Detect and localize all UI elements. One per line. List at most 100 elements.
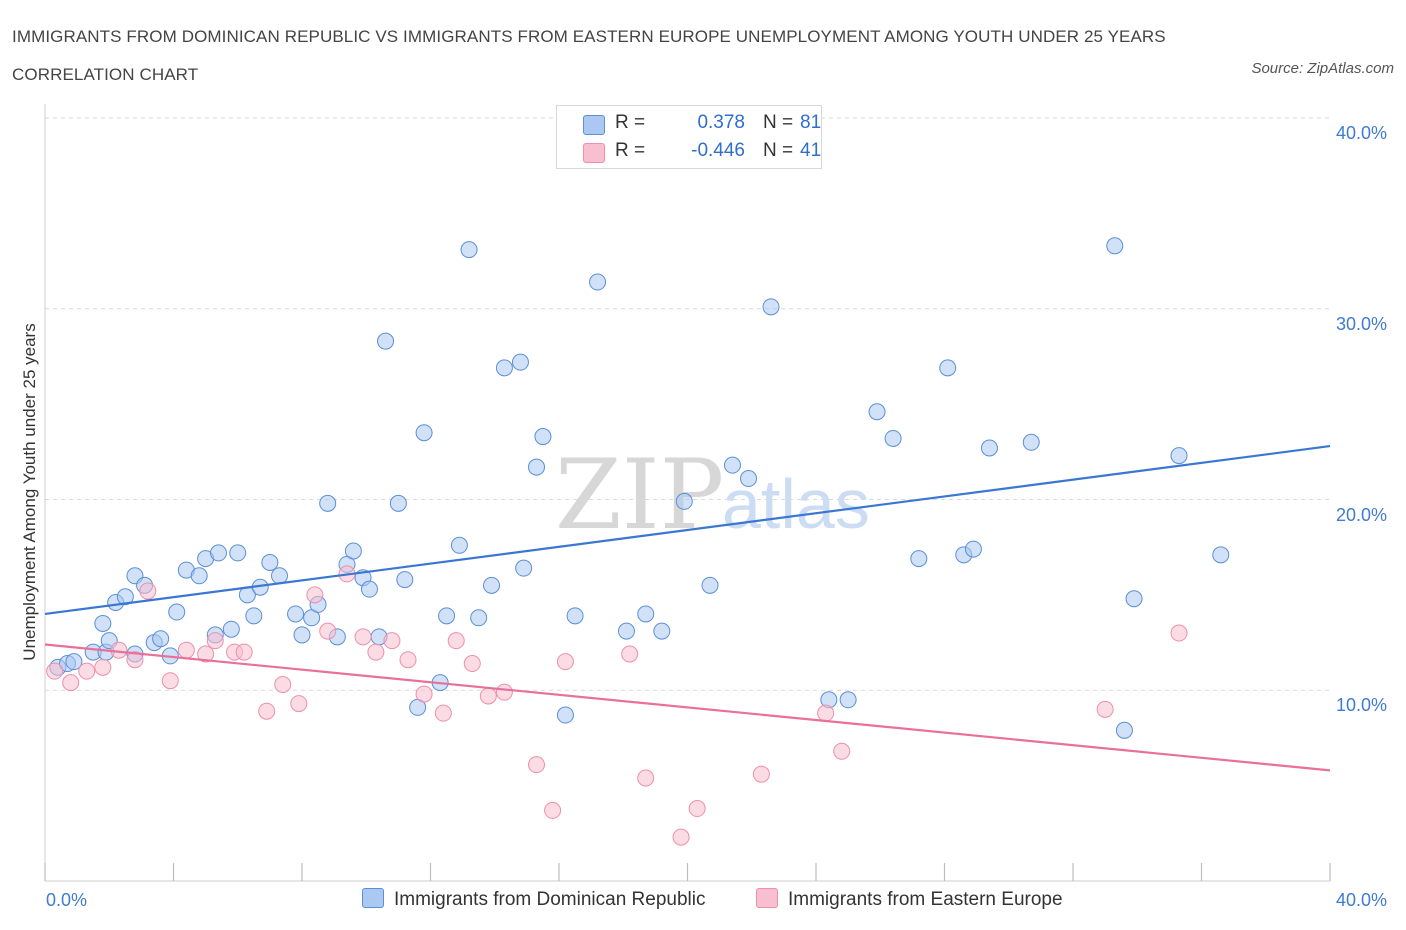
legend-n-value: 41 [800,140,822,161]
data-point-dominican [534,428,552,446]
data-point-eastern-europe [672,828,690,846]
y-tick-label: 20.0% [1336,505,1388,525]
data-point-eastern-europe [817,704,835,722]
data-point-eastern-europe [126,651,144,669]
data-point-eastern-europe [62,674,80,692]
source-label: Source: ZipAtlas.com [1251,60,1394,77]
data-point-eastern-europe [94,658,112,676]
data-point-dominican [287,605,305,623]
trend-line-dominican [44,444,1331,616]
data-point-dominican [168,603,186,621]
data-point-dominican [980,439,998,457]
data-point-dominican [229,544,247,562]
data-point-eastern-europe [235,643,253,661]
data-point-dominican [1125,590,1143,608]
data-point-dominican [1022,433,1040,451]
data-point-dominican [360,580,378,598]
data-point-eastern-europe [495,683,513,701]
data-point-eastern-europe [447,632,465,650]
legend-n-label: N = [763,140,794,161]
y-axis-label: Unemployment Among Youth under 25 years [20,323,39,661]
data-point-eastern-europe [621,645,639,663]
data-point-eastern-europe [544,801,562,819]
data-point-dominican [839,691,857,709]
data-point-dominican [740,470,758,488]
data-point-eastern-europe [688,800,706,818]
chart-title: IMMIGRANTS FROM DOMINICAN REPUBLIC VS IM… [12,27,1166,84]
data-point-dominican [319,494,337,512]
data-point-dominican [1106,237,1124,255]
data-point-dominican [910,550,928,568]
data-point-dominican [344,542,362,560]
data-point-dominican [389,494,407,512]
data-point-dominican [556,706,574,724]
data-point-eastern-europe [463,655,481,673]
legend-swatch-blue [583,115,605,135]
data-point-eastern-europe [78,662,96,680]
data-point-eastern-europe [354,628,372,646]
legend-n-value: 81 [800,112,822,133]
legend-n-label: N = [763,112,794,133]
y-tick-label: 40.0% [1336,123,1388,143]
data-point-eastern-europe [139,582,157,600]
data-point-dominican [515,559,533,577]
legend-item-dominican: Immigrants from Dominican Republic [362,888,706,911]
data-point-dominican [884,429,902,447]
data-point-eastern-europe [752,765,770,783]
data-point-eastern-europe [833,742,851,760]
data-point-eastern-europe [161,672,179,690]
data-point-dominican [939,359,957,377]
legend-r-value: 0.378 [697,112,745,133]
data-point-dominican [528,458,546,476]
data-point-dominican [65,653,83,671]
data-point-dominican [470,609,488,627]
data-point-dominican [460,241,478,259]
data-point-dominican [293,626,311,644]
data-point-eastern-europe [415,685,433,703]
data-point-eastern-europe [1170,624,1188,642]
data-point-dominican [1115,721,1133,739]
data-point-eastern-europe [274,676,292,694]
data-point-dominican [617,622,635,640]
data-point-dominican [483,576,501,594]
data-point-dominican [701,576,719,594]
axes [44,104,1331,882]
data-point-eastern-europe [528,756,546,774]
series-dominican-points [49,237,1230,739]
data-point-eastern-europe [290,695,308,713]
data-point-eastern-europe [306,586,324,604]
data-point-eastern-europe [367,643,385,661]
data-point-dominican [589,273,607,291]
data-point-dominican [653,622,671,640]
legend-item-eastern-europe: Immigrants from Eastern Europe [756,888,1063,911]
legend-r-label: R = [615,140,646,161]
data-point-dominican [762,298,780,316]
data-point-eastern-europe [434,704,452,722]
trend-lines [44,444,1331,772]
data-point-dominican [1212,546,1230,564]
data-point-eastern-europe [479,687,497,705]
data-point-eastern-europe [399,651,417,669]
legend-swatch-blue [362,888,384,908]
data-point-eastern-europe [556,653,574,671]
data-point-eastern-europe [46,662,64,680]
data-point-dominican [209,544,227,562]
data-point-dominican [396,571,414,589]
data-point-dominican [377,332,395,350]
y-tick-label: 30.0% [1336,314,1388,334]
legend-r-value: -0.446 [691,140,745,161]
data-point-dominican [723,456,741,474]
data-point-dominican [964,540,982,558]
data-point-dominican [222,620,240,638]
data-point-dominican [868,403,886,421]
x-tick-label-min: 0.0% [46,890,88,910]
data-point-dominican [152,630,170,648]
y-tick-label: 10.0% [1336,695,1388,715]
data-point-dominican [637,605,655,623]
legend-label-dominican: Immigrants from Dominican Republic [394,889,706,910]
watermark-zip: ZIP [555,439,724,551]
data-point-dominican [94,614,112,632]
data-point-dominican [116,588,134,606]
data-point-dominican [495,359,513,377]
